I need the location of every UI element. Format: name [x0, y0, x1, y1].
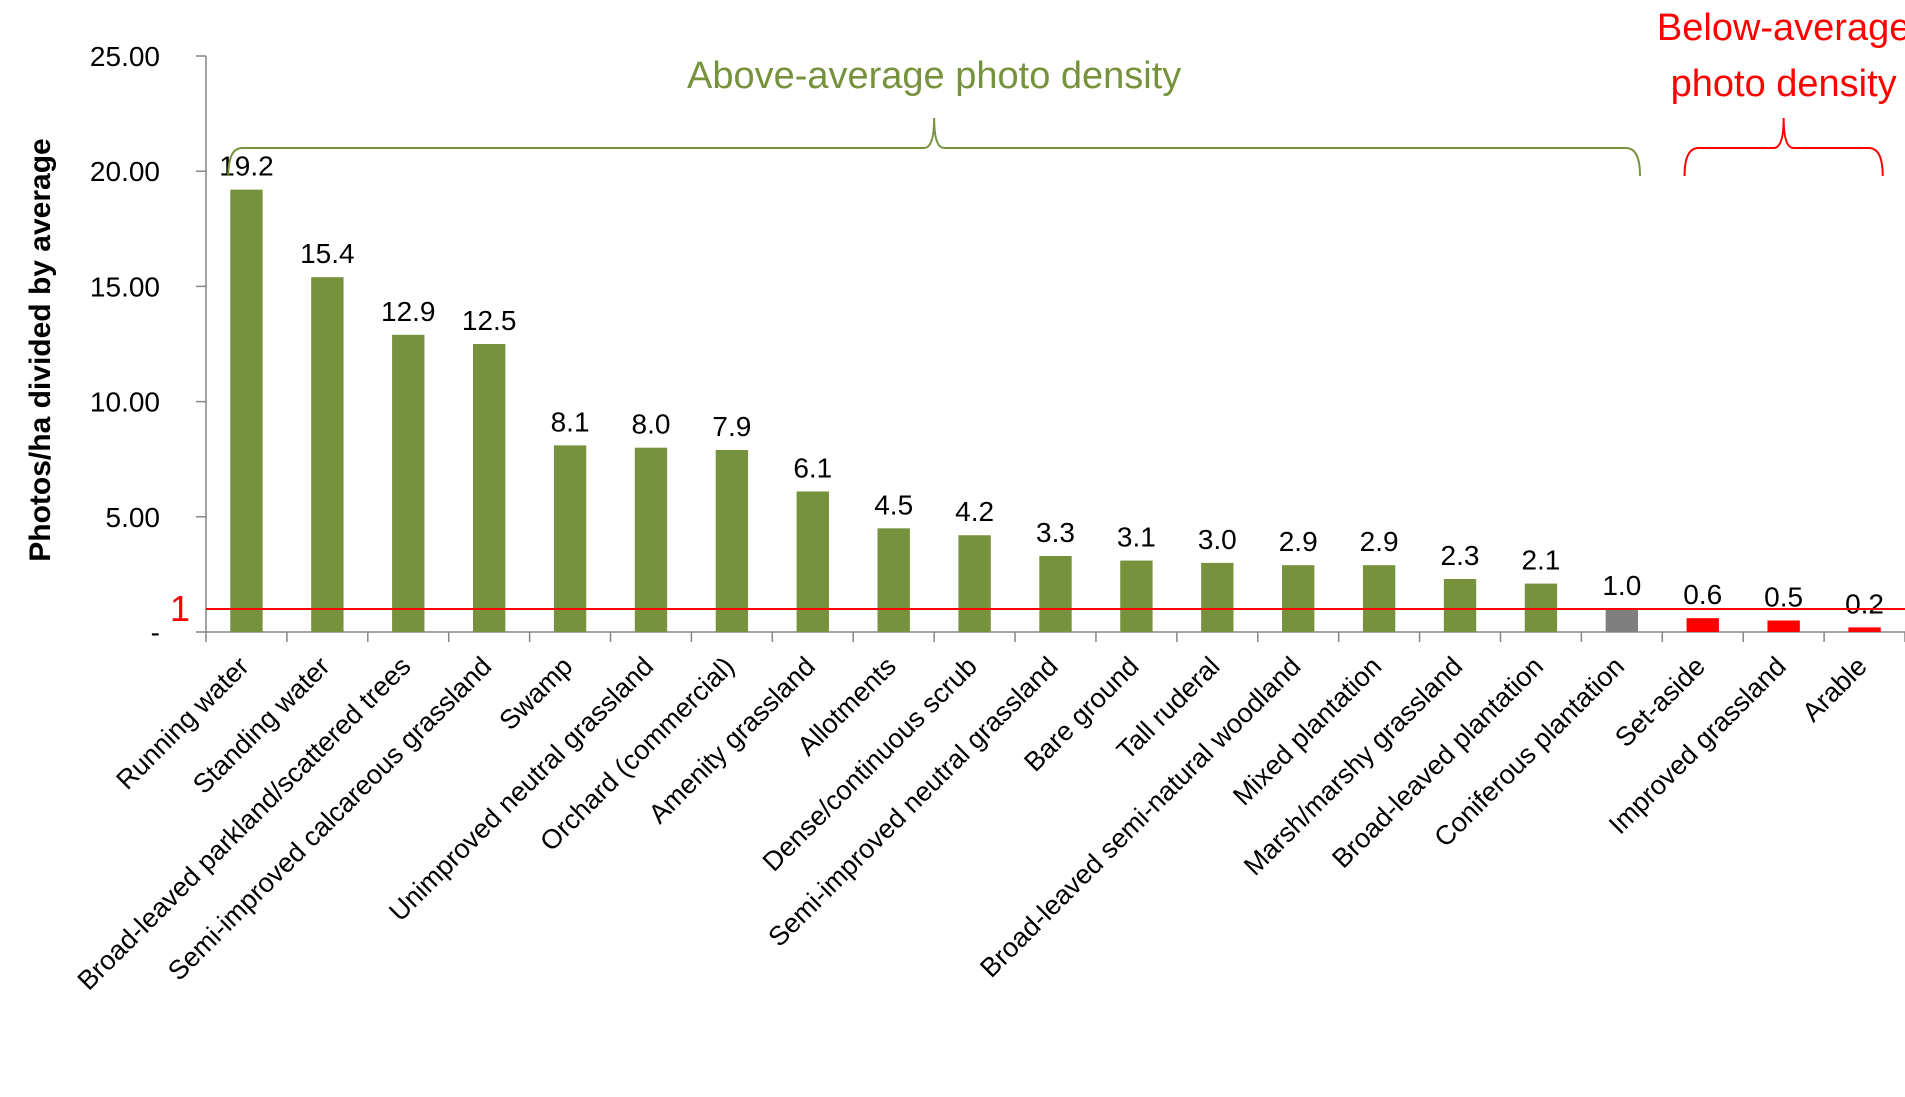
- bar-standing-water: [311, 277, 344, 632]
- value-label: 2.3: [1441, 540, 1480, 571]
- y-tick-label: 5.00: [106, 502, 161, 533]
- value-label: 3.3: [1036, 517, 1075, 548]
- bar-tall-ruderal: [1201, 562, 1234, 632]
- bar-broad-leaved-semi-natural-woodland: [1282, 565, 1315, 632]
- bar-bare-ground: [1120, 560, 1153, 632]
- group-label-above: Above-average photo density: [687, 55, 1181, 97]
- bar-swamp: [553, 445, 587, 632]
- value-label: 2.9: [1360, 526, 1399, 557]
- bar-broad-leaved-plantation: [1524, 583, 1558, 632]
- value-label: 4.2: [955, 496, 994, 527]
- value-labels-group: 19.2 15.4 12.9 12.5 8.1 8.0 7.9 6.1 4.5 4.2 3.3 3.1…: [219, 151, 1884, 620]
- value-label: 2.9: [1279, 526, 1318, 557]
- bars-group: [230, 189, 1881, 632]
- y-tick-label: 20.00: [90, 156, 160, 187]
- y-tick-label: -: [151, 617, 160, 648]
- bar-amenity-grassland: [796, 491, 829, 632]
- y-axis-label: Photos/ha divided by average: [24, 138, 57, 561]
- value-label: 4.5: [874, 489, 913, 520]
- bar-improved-grassland: [1767, 620, 1800, 632]
- bar-set-aside: [1686, 618, 1719, 632]
- value-label: 0.5: [1764, 581, 1803, 612]
- category-label: Semi-improved neutral grassland: [762, 651, 1063, 952]
- chart-axes: - 5.00 10.00 15.00 20.00 25.00: [90, 41, 1905, 648]
- bar-arable: [1848, 627, 1881, 632]
- category-label: Mixed plantation: [1227, 651, 1387, 811]
- group-brackets: Above-average photo density Below-average…: [227, 7, 1905, 177]
- y-tick-label: 25.00: [90, 41, 160, 72]
- group-label-below: Below-average photo density: [1657, 7, 1905, 105]
- value-label: 0.2: [1845, 588, 1884, 619]
- reference-line-label: 1: [170, 588, 190, 629]
- group-bracket-above: [227, 117, 1642, 177]
- value-label: 15.4: [300, 238, 355, 269]
- category-label: Standing water: [187, 651, 336, 800]
- y-tick-label: 10.00: [90, 387, 160, 418]
- value-label: 12.5: [462, 305, 517, 336]
- value-label: 8.1: [551, 406, 590, 437]
- bar-dense-continuous-scrub: [958, 535, 991, 632]
- value-label: 7.9: [712, 411, 751, 442]
- value-label: 6.1: [793, 452, 832, 483]
- value-label: 8.0: [632, 409, 671, 440]
- bar-semi-improved-calcareous-grassland: [472, 344, 506, 632]
- category-label: Arable: [1796, 651, 1872, 727]
- value-label: 3.1: [1117, 522, 1156, 553]
- category-label: Broad-leaved parkland/scattered trees: [72, 651, 417, 996]
- value-label: 1.0: [1602, 570, 1641, 601]
- bar-mixed-plantation: [1362, 565, 1396, 632]
- value-label: 0.6: [1683, 579, 1722, 610]
- bar-allotments: [877, 528, 910, 632]
- bar-running-water: [230, 189, 263, 632]
- bar-unimproved-neutral-grassland: [634, 447, 668, 632]
- value-label: 12.9: [381, 296, 436, 327]
- reference-line-group: 1: [170, 588, 1905, 629]
- bar-coniferous-plantation: [1605, 608, 1639, 632]
- value-label: 3.0: [1198, 524, 1237, 555]
- bar-orchard-commercial: [715, 449, 749, 632]
- y-tick-label: 15.00: [90, 271, 160, 302]
- group-bracket-below: [1683, 117, 1884, 177]
- value-label: 2.1: [1521, 545, 1560, 576]
- value-label: 19.2: [219, 151, 274, 182]
- bar-broad-leaved-parkland-scattered-trees: [392, 334, 425, 632]
- bar-semi-improved-neutral-grassland: [1039, 555, 1072, 632]
- bar-marsh-marshy-grassland: [1443, 579, 1477, 632]
